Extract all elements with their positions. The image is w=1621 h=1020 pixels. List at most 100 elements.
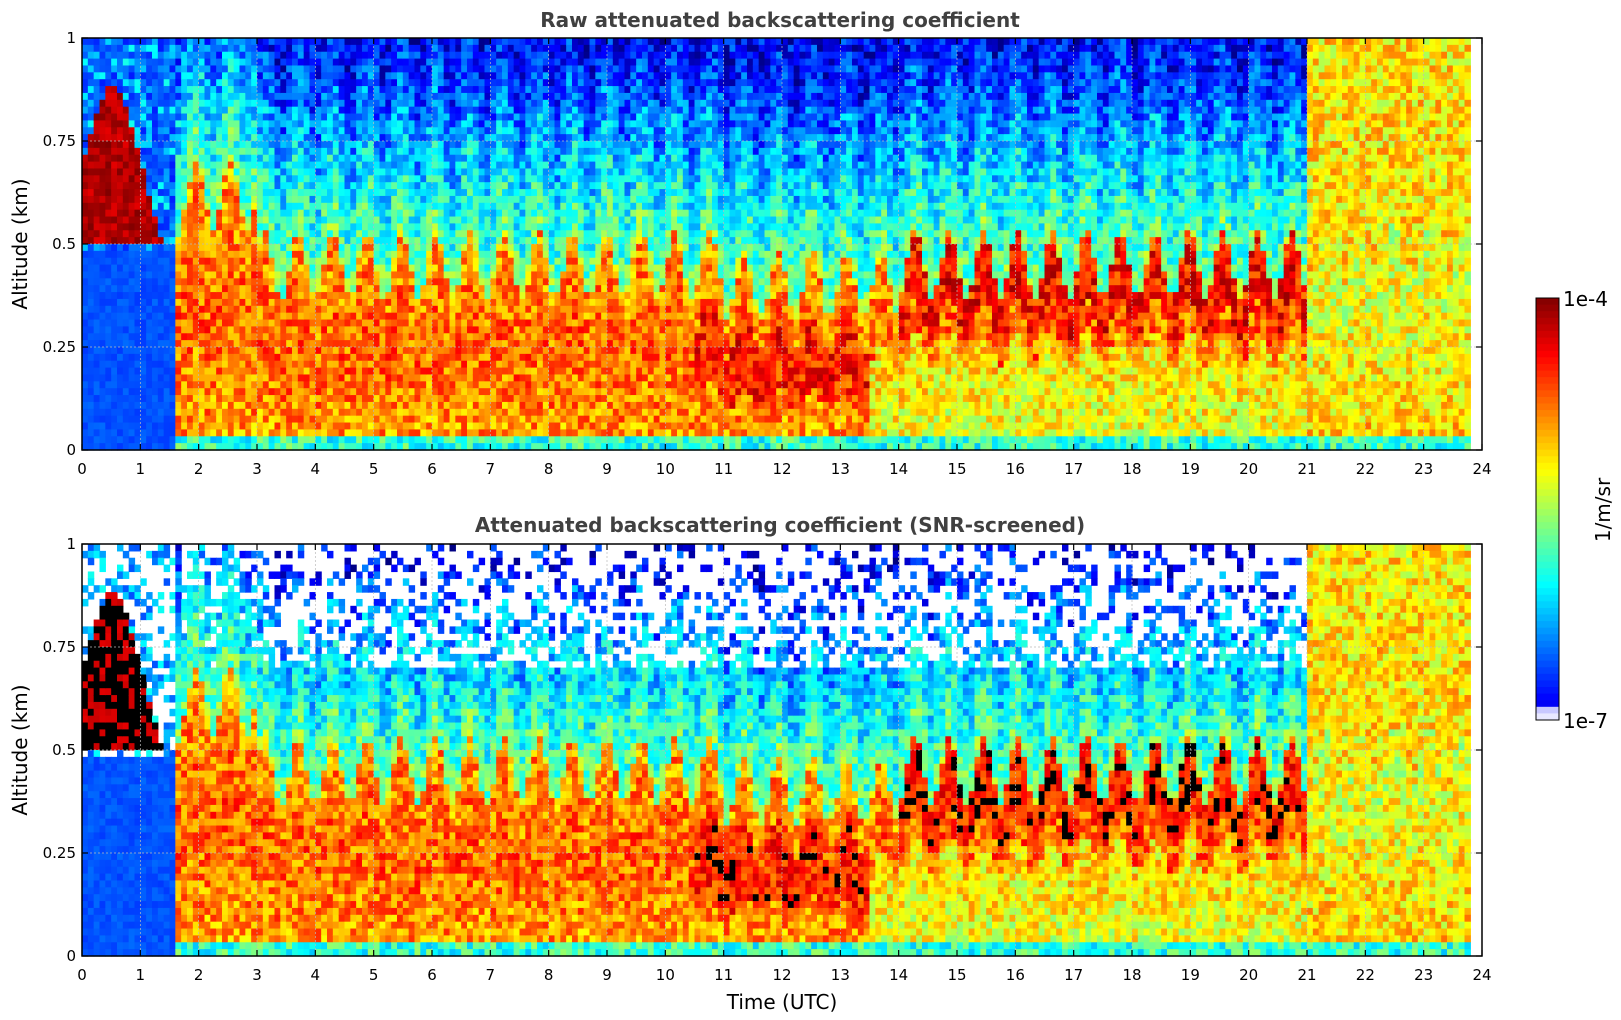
heatmap-cell xyxy=(467,154,474,163)
heatmap-cell xyxy=(350,292,357,300)
heatmap-cell xyxy=(181,374,188,382)
heatmap-cell xyxy=(484,292,491,300)
heatmap-cell xyxy=(122,395,130,403)
heatmap-cell xyxy=(152,319,159,327)
heatmap-cell xyxy=(426,381,433,389)
heatmap-cell xyxy=(222,237,229,245)
heatmap-cell xyxy=(443,216,451,224)
heatmap-cell xyxy=(274,333,281,341)
heatmap-cell xyxy=(560,374,567,382)
heatmap-cell xyxy=(134,298,141,307)
heatmap-cell xyxy=(157,127,165,135)
heatmap-cell xyxy=(362,319,369,327)
heatmap-cell xyxy=(157,436,165,444)
heatmap-cell xyxy=(560,79,567,87)
heatmap-cell xyxy=(566,72,573,80)
heatmap-cell xyxy=(525,257,532,266)
heatmap-cell xyxy=(344,374,351,382)
heatmap-cell xyxy=(519,99,526,108)
heatmap-cell xyxy=(105,347,112,355)
heatmap-cell xyxy=(490,44,497,53)
heatmap-cell xyxy=(187,312,194,321)
heatmap-cell xyxy=(397,168,404,176)
heatmap-cell xyxy=(315,347,322,355)
heatmap-cell xyxy=(513,182,521,190)
heatmap-cell xyxy=(122,388,130,396)
heatmap-cell xyxy=(268,99,276,108)
heatmap-cell xyxy=(385,161,392,170)
heatmap-cell xyxy=(175,38,182,46)
heatmap-cell xyxy=(414,79,421,87)
heatmap-cell xyxy=(292,175,299,183)
heatmap-cell xyxy=(519,429,526,437)
heatmap-cell xyxy=(443,408,451,417)
heatmap-cell xyxy=(216,333,223,341)
heatmap-cell xyxy=(391,154,398,163)
heatmap-cell xyxy=(373,305,381,314)
heatmap-cell xyxy=(286,319,293,327)
heatmap-cell xyxy=(292,278,299,286)
heatmap-cell xyxy=(373,360,381,369)
heatmap-cell xyxy=(251,271,258,279)
heatmap-cell xyxy=(99,175,106,183)
heatmap-cell xyxy=(402,443,410,451)
heatmap-cell xyxy=(198,443,206,451)
heatmap-cell xyxy=(490,429,497,437)
heatmap-cell xyxy=(327,264,334,273)
heatmap-cell xyxy=(548,388,556,396)
heatmap-cell xyxy=(268,92,276,101)
heatmap-cell xyxy=(402,319,410,327)
heatmap-cell xyxy=(397,415,404,424)
heatmap-cell xyxy=(303,257,311,266)
heatmap-cell xyxy=(560,395,567,403)
heatmap-cell xyxy=(484,113,491,121)
heatmap-cell xyxy=(309,168,316,176)
heatmap-cell xyxy=(397,271,404,279)
heatmap-cell xyxy=(210,237,217,245)
heatmap-cell xyxy=(566,38,573,46)
heatmap-cell xyxy=(432,367,439,376)
heatmap-cell xyxy=(490,195,497,204)
heatmap-cell xyxy=(397,58,404,67)
heatmap-cell xyxy=(286,92,293,101)
heatmap-cell xyxy=(507,353,515,362)
heatmap-cell xyxy=(297,312,305,321)
heatmap-cell xyxy=(554,443,561,451)
heatmap-cell xyxy=(402,395,410,403)
heatmap-cell xyxy=(309,436,316,444)
heatmap-cell xyxy=(128,120,136,128)
heatmap-cell xyxy=(181,44,188,53)
heatmap-cell xyxy=(344,127,351,135)
heatmap-cell xyxy=(315,305,322,314)
heatmap-cell xyxy=(169,395,176,403)
heatmap-cell xyxy=(140,106,147,115)
heatmap-cell xyxy=(461,51,468,60)
heatmap-cell xyxy=(379,436,386,444)
heatmap-cell xyxy=(467,278,474,286)
heatmap-cell xyxy=(402,353,410,362)
heatmap-cell xyxy=(82,347,89,355)
heatmap-cell xyxy=(362,353,369,362)
heatmap-cell xyxy=(327,244,334,252)
heatmap-cell xyxy=(227,51,235,60)
heatmap-cell xyxy=(478,141,486,149)
heatmap-cell xyxy=(350,161,357,170)
heatmap-cell xyxy=(461,333,468,341)
heatmap-cell xyxy=(379,312,386,321)
heatmap-cell xyxy=(286,175,293,183)
heatmap-cell xyxy=(169,305,176,314)
heatmap-cell xyxy=(257,92,264,101)
heatmap-cell xyxy=(402,189,410,197)
heatmap-cell xyxy=(478,216,486,224)
heatmap-cell xyxy=(105,223,112,231)
heatmap-cell xyxy=(128,134,136,142)
heatmap-cell xyxy=(391,319,398,327)
heatmap-cell xyxy=(455,264,462,273)
heatmap-cell xyxy=(542,388,550,396)
heatmap-cell xyxy=(321,209,328,218)
heatmap-cell xyxy=(239,72,246,80)
heatmap-cell xyxy=(146,79,153,87)
heatmap-cell xyxy=(216,257,223,266)
heatmap-cell xyxy=(379,347,386,355)
heatmap-cell xyxy=(408,106,416,115)
